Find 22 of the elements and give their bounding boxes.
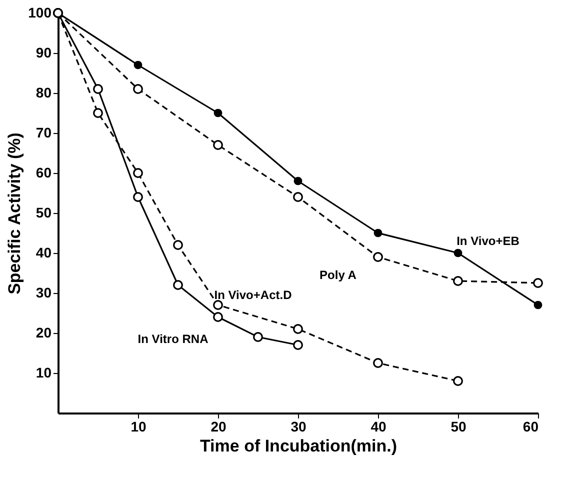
series-label: In Vivo+EB (456, 234, 520, 248)
x-axis-title: Time of Incubation(min.) (200, 436, 398, 456)
y-tick-label: 40 (36, 244, 52, 260)
x-tick-label: 10 (130, 418, 146, 434)
series-label: In Vivo+Act.D (214, 288, 292, 302)
x-tick-label: 40 (370, 418, 386, 434)
y-tick-label: 20 (36, 324, 52, 340)
y-tick-label: 50 (36, 204, 52, 220)
y-tick-label: 90 (36, 44, 52, 60)
series-label: Poly A (320, 268, 357, 282)
y-tick-label: 30 (36, 284, 52, 300)
x-tick-label: 30 (290, 418, 306, 434)
y-tick-label: 100 (28, 4, 52, 20)
x-tick-label: 50 (450, 418, 466, 434)
y-axis-title: Specific Activity (%) (5, 132, 24, 294)
x-tick-label: 20 (210, 418, 226, 434)
y-tick-label: 60 (36, 164, 52, 180)
y-tick-label: 80 (36, 84, 52, 100)
y-tick-label: 10 (36, 364, 52, 380)
series-label: In Vitro RNA (138, 332, 209, 346)
y-tick-label: 70 (36, 124, 52, 140)
x-tick-label: 60 (522, 418, 539, 434)
